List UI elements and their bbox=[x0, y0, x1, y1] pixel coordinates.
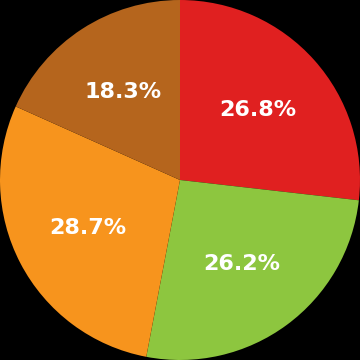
Text: 26.8%: 26.8% bbox=[219, 100, 296, 121]
Wedge shape bbox=[16, 0, 180, 180]
Wedge shape bbox=[0, 107, 180, 357]
Text: 18.3%: 18.3% bbox=[85, 82, 162, 102]
Wedge shape bbox=[180, 0, 360, 200]
Text: 28.7%: 28.7% bbox=[49, 218, 126, 238]
Wedge shape bbox=[146, 180, 359, 360]
Text: 26.2%: 26.2% bbox=[203, 254, 280, 274]
